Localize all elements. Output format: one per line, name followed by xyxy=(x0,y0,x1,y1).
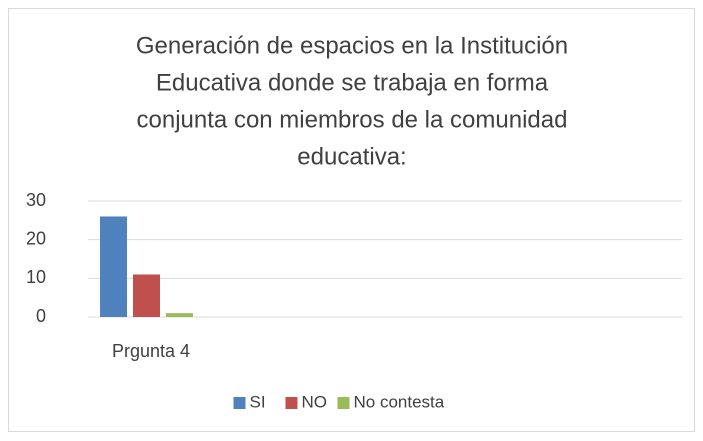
bar xyxy=(100,216,127,317)
chart-title: conjunta con miembros de la comunidad xyxy=(137,106,568,133)
legend-swatch xyxy=(285,397,298,409)
y-tick-label: 10 xyxy=(26,267,46,287)
x-tick-label: Prgunta 4 xyxy=(112,341,190,361)
bar xyxy=(166,313,193,317)
legend-label: NO xyxy=(302,392,328,411)
legend-swatch xyxy=(233,397,246,409)
legend-label: SI xyxy=(250,392,266,411)
y-tick-label: 0 xyxy=(36,306,46,326)
chart-title: educativa: xyxy=(297,143,406,170)
chart-title: Educativa donde se trabaja en forma xyxy=(156,69,549,96)
legend-swatch xyxy=(337,397,350,409)
bar xyxy=(133,274,160,317)
y-tick-label: 30 xyxy=(26,190,46,210)
chart-title: Generación de espacios en la Institución xyxy=(136,32,568,59)
y-tick-label: 20 xyxy=(26,228,46,248)
legend-label: No contesta xyxy=(354,392,445,411)
